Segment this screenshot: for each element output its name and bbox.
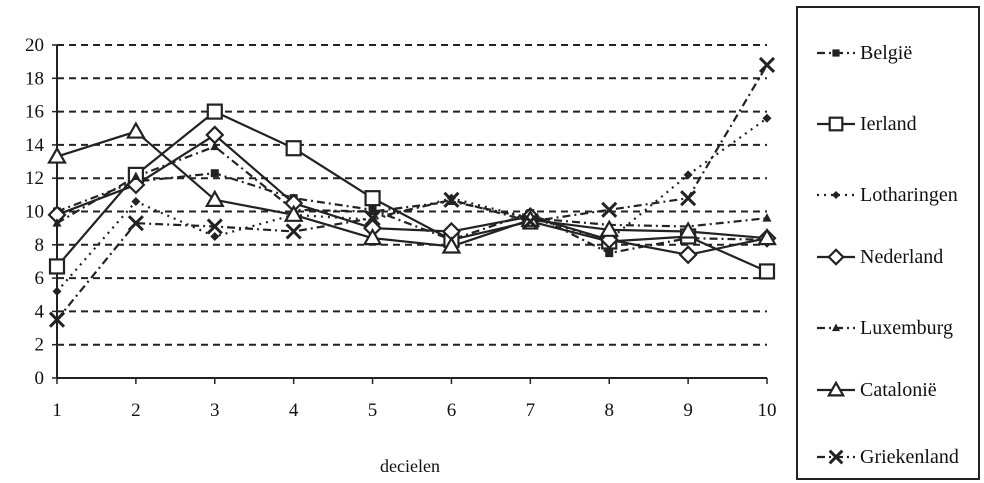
legend-marker-lotharingen (831, 190, 841, 200)
y-tick-label-8: 8 (35, 235, 45, 256)
legend-marker-griekenland (828, 449, 844, 465)
x-tick-label-3: 3 (210, 400, 220, 421)
point-griekenland-9 (680, 190, 697, 207)
legend-label-ierland: Ierland (860, 112, 917, 135)
point-cataloni--9 (678, 221, 699, 239)
point-ierland-10 (758, 263, 776, 280)
legend-swatch-lotharingen (817, 190, 855, 200)
point-griekenland-7 (522, 213, 539, 230)
point-griekenland-5 (364, 210, 381, 227)
point-cataloni--3 (204, 189, 225, 207)
point-belgi--3 (210, 169, 219, 178)
y-tick-label-12: 12 (25, 168, 44, 189)
point-belgi--8 (605, 249, 614, 258)
legend-label-nederland: Nederland (860, 245, 944, 268)
legend-item-lotharingen: Lotharingen (816, 180, 958, 210)
series-line-luxemburg (56, 145, 768, 228)
point-nederland-2 (126, 175, 146, 195)
point-griekenland-8 (601, 201, 618, 218)
y-tick-label-20: 20 (25, 35, 44, 56)
point-griekenland-10 (758, 56, 776, 74)
point-luxemburg-3 (210, 141, 220, 151)
point-cataloni--6 (441, 236, 462, 254)
y-tick-label-2: 2 (35, 335, 45, 356)
series-line-belgi- (56, 172, 768, 255)
x-tick-label-6: 6 (447, 400, 457, 421)
legend-item-belgi-: België (816, 38, 912, 68)
point-cataloni--2 (125, 121, 146, 139)
y-tick-label-6: 6 (35, 268, 45, 289)
legend-swatch-nederland (817, 248, 855, 266)
point-ierland-1 (48, 258, 66, 275)
point-luxemburg-1 (52, 218, 62, 227)
x-tick-label-9: 9 (683, 400, 693, 421)
legend-label-cataloni-: Catalonië (860, 378, 937, 401)
point-luxemburg-10 (762, 213, 772, 222)
legend-label-lotharingen: Lotharingen (860, 183, 958, 206)
legend-swatch-griekenland (817, 449, 855, 465)
legend-label-luxemburg: Luxemburg (860, 316, 953, 339)
legend-item-cataloni-: Catalonië (816, 375, 937, 405)
legend-label-griekenland: Griekenland (860, 445, 959, 468)
point-ierland-3 (206, 103, 223, 120)
point-luxemburg-2 (131, 171, 141, 181)
series-line-nederland (56, 133, 768, 256)
series-line-ierland (56, 110, 768, 273)
point-nederland-9 (678, 245, 698, 265)
point-cataloni--10 (757, 227, 777, 246)
legend-marker-luxemburg (831, 323, 841, 332)
legend-marker-ierland (828, 116, 844, 132)
legend-marker-cataloni- (826, 380, 846, 397)
point-ierland-4 (285, 140, 302, 157)
point-cataloni--1 (47, 146, 67, 164)
y-tick-label-16: 16 (25, 102, 44, 123)
legend: België Ierland Lotharingen Nederland Luxembu… (796, 6, 980, 480)
point-lotharingen-2 (131, 197, 141, 207)
point-cataloni--5 (362, 227, 383, 246)
series-line-griekenland (56, 64, 768, 321)
legend-item-nederland: Nederland (816, 242, 943, 272)
point-griekenland-6 (443, 191, 460, 208)
x-tick-label-10: 10 (758, 400, 777, 421)
legend-label-belgi-: België (860, 41, 913, 64)
point-luxemburg-5 (368, 206, 378, 215)
x-tick-label-1: 1 (52, 400, 62, 421)
y-tick-label-0: 0 (35, 368, 45, 389)
x-axis-title: decielen (380, 456, 440, 476)
point-lotharingen-3 (210, 231, 220, 241)
legend-swatch-cataloni- (817, 380, 855, 397)
point-griekenland-4 (285, 223, 302, 240)
x-tick-label-5: 5 (368, 400, 378, 421)
legend-marker-nederland (827, 248, 845, 266)
legend-swatch-belgi- (817, 49, 855, 57)
point-lotharingen-9 (683, 170, 693, 180)
point-griekenland-3 (206, 218, 223, 235)
grid-lines (57, 44, 767, 346)
legend-swatch-ierland (817, 116, 855, 132)
legend-item-griekenland: Griekenland (816, 442, 959, 472)
point-griekenland-2 (127, 215, 144, 232)
x-tick-label-7: 7 (526, 400, 536, 421)
point-lotharingen-10 (762, 113, 772, 123)
y-tick-label-18: 18 (25, 68, 44, 89)
point-ierland-5 (364, 190, 381, 207)
y-tick-label-10: 10 (25, 202, 44, 223)
legend-swatch-luxemburg (817, 323, 855, 332)
legend-item-luxemburg: Luxemburg (816, 313, 953, 343)
y-tick-label-4: 4 (35, 301, 45, 322)
y-tick-label-14: 14 (25, 135, 45, 156)
legend-marker-belgi- (832, 49, 840, 57)
series-layer (47, 56, 777, 328)
legend-item-ierland: Ierland (816, 109, 917, 139)
series-line-cataloni- (56, 130, 768, 248)
point-lotharingen-1 (52, 286, 62, 296)
point-griekenland-1 (48, 311, 66, 328)
x-tick-label-8: 8 (604, 400, 614, 421)
x-tick-label-4: 4 (289, 400, 299, 421)
point-cataloni--4 (283, 204, 304, 222)
point-cataloni--8 (599, 219, 620, 237)
x-tick-label-2: 2 (131, 400, 141, 421)
